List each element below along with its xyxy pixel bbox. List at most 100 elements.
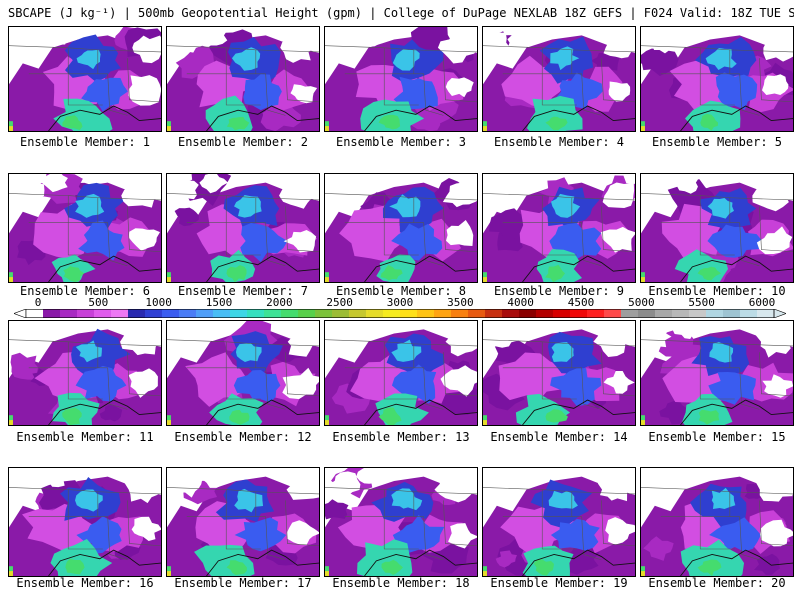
coastline [48,105,161,131]
cape-corner-strip [9,126,13,131]
cape-blob [754,553,780,575]
coastline [364,399,477,425]
coastline [48,399,161,425]
ensemble-member-caption: Ensemble Member: 6 [19,284,151,298]
no-cape-area [41,174,68,193]
state-border [9,487,108,517]
no-cape-area [283,229,317,253]
colorbar-segment [94,309,112,318]
cape-field-green [63,266,85,282]
cape-field-green [378,114,401,130]
coastline [522,549,635,576]
coastline [522,255,635,282]
colorbar-segment [60,309,78,318]
state-border [759,58,793,103]
state-border [265,73,286,116]
state-border [255,491,319,495]
ensemble-member-caption: Ensemble Member: 10 [648,284,786,298]
cape-field-cyan [711,487,736,510]
no-cape-area [198,468,225,488]
colorbar-segment [468,309,486,318]
state-border [167,487,266,517]
no-cape-area [756,226,793,255]
no-cape-area [434,474,475,503]
cape-blob [641,48,679,77]
state-border [107,222,128,267]
cape-field-green [522,545,574,576]
cape-field-blue [76,516,122,555]
ensemble-member-map [166,320,320,426]
state-border [423,516,444,561]
state-border [28,73,103,106]
state-border [97,343,161,347]
cape-field-mid [339,205,415,262]
state-border [285,58,319,103]
no-cape-area [40,321,69,340]
colorbar-segment [723,309,741,318]
ensemble-member-caption: Ensemble Member: 8 [335,284,467,298]
colorbar-segment [434,309,452,318]
cape-field-green [209,393,264,425]
coastline [48,549,161,576]
ensemble-member-caption: Ensemble Member: 4 [493,135,625,149]
state-border [571,197,635,201]
state-border [97,491,161,495]
state-border [28,367,103,400]
state-border [739,516,760,561]
cape-field-cyan [75,193,105,218]
ensemble-member-caption: Ensemble Member: 20 [648,576,786,590]
state-border [97,197,161,201]
colorbar-segment [196,309,214,318]
coastline [522,105,635,131]
state-border [344,516,419,550]
cape-field-blue [550,518,600,551]
coastline [680,105,793,131]
state-border [739,73,760,116]
state-border [443,206,477,253]
state-border [97,49,161,53]
cape-field-green [62,115,83,131]
state-border [483,45,582,75]
state-border [127,500,161,547]
colorbar-segment [281,309,299,318]
no-cape-area [167,30,197,53]
cape-corner-strip [325,420,329,425]
coastline [206,255,319,282]
colorbar-tick-label: 4500 [567,296,595,309]
no-cape-area [357,27,384,47]
ensemble-member-map [482,320,636,426]
no-cape-area [448,523,477,549]
cape-field-green [544,264,566,282]
state-border [571,491,635,495]
colorbar-segment [111,309,129,318]
coastline [206,105,319,131]
no-cape-area [515,174,543,193]
state-border [502,73,577,106]
no-cape-area [40,468,68,488]
state-border [641,487,740,517]
no-cape-area [325,178,355,204]
colorbar-max-arrow [773,309,786,318]
state-border [729,491,793,495]
state-border [413,197,477,201]
colorbar-segment [298,309,316,318]
colorbar-tick-label: 2500 [326,296,353,309]
state-border [255,197,319,201]
ensemble-member-caption: Ensemble Member: 12 [174,430,312,444]
ensemble-member-caption: Ensemble Member: 7 [177,284,309,298]
ensemble-member-caption: Ensemble Member: 11 [16,430,154,444]
cape-corner-strip [9,277,13,282]
ensemble-member-map [324,173,478,283]
map-title: SBCAPE (J kg⁻¹) | 500mb Geopotential Hei… [8,6,794,20]
no-cape-area [286,520,319,545]
coastline [680,399,793,425]
ensemble-member-caption: Ensemble Member: 5 [651,135,783,149]
coastline [364,105,477,131]
colorbar-segment [757,309,775,318]
colorbar-segment [417,309,435,318]
state-border [571,343,635,347]
sbcape-colorbar [14,309,786,318]
cape-blob [325,499,349,520]
no-cape-area [483,176,514,202]
state-border [9,339,108,369]
